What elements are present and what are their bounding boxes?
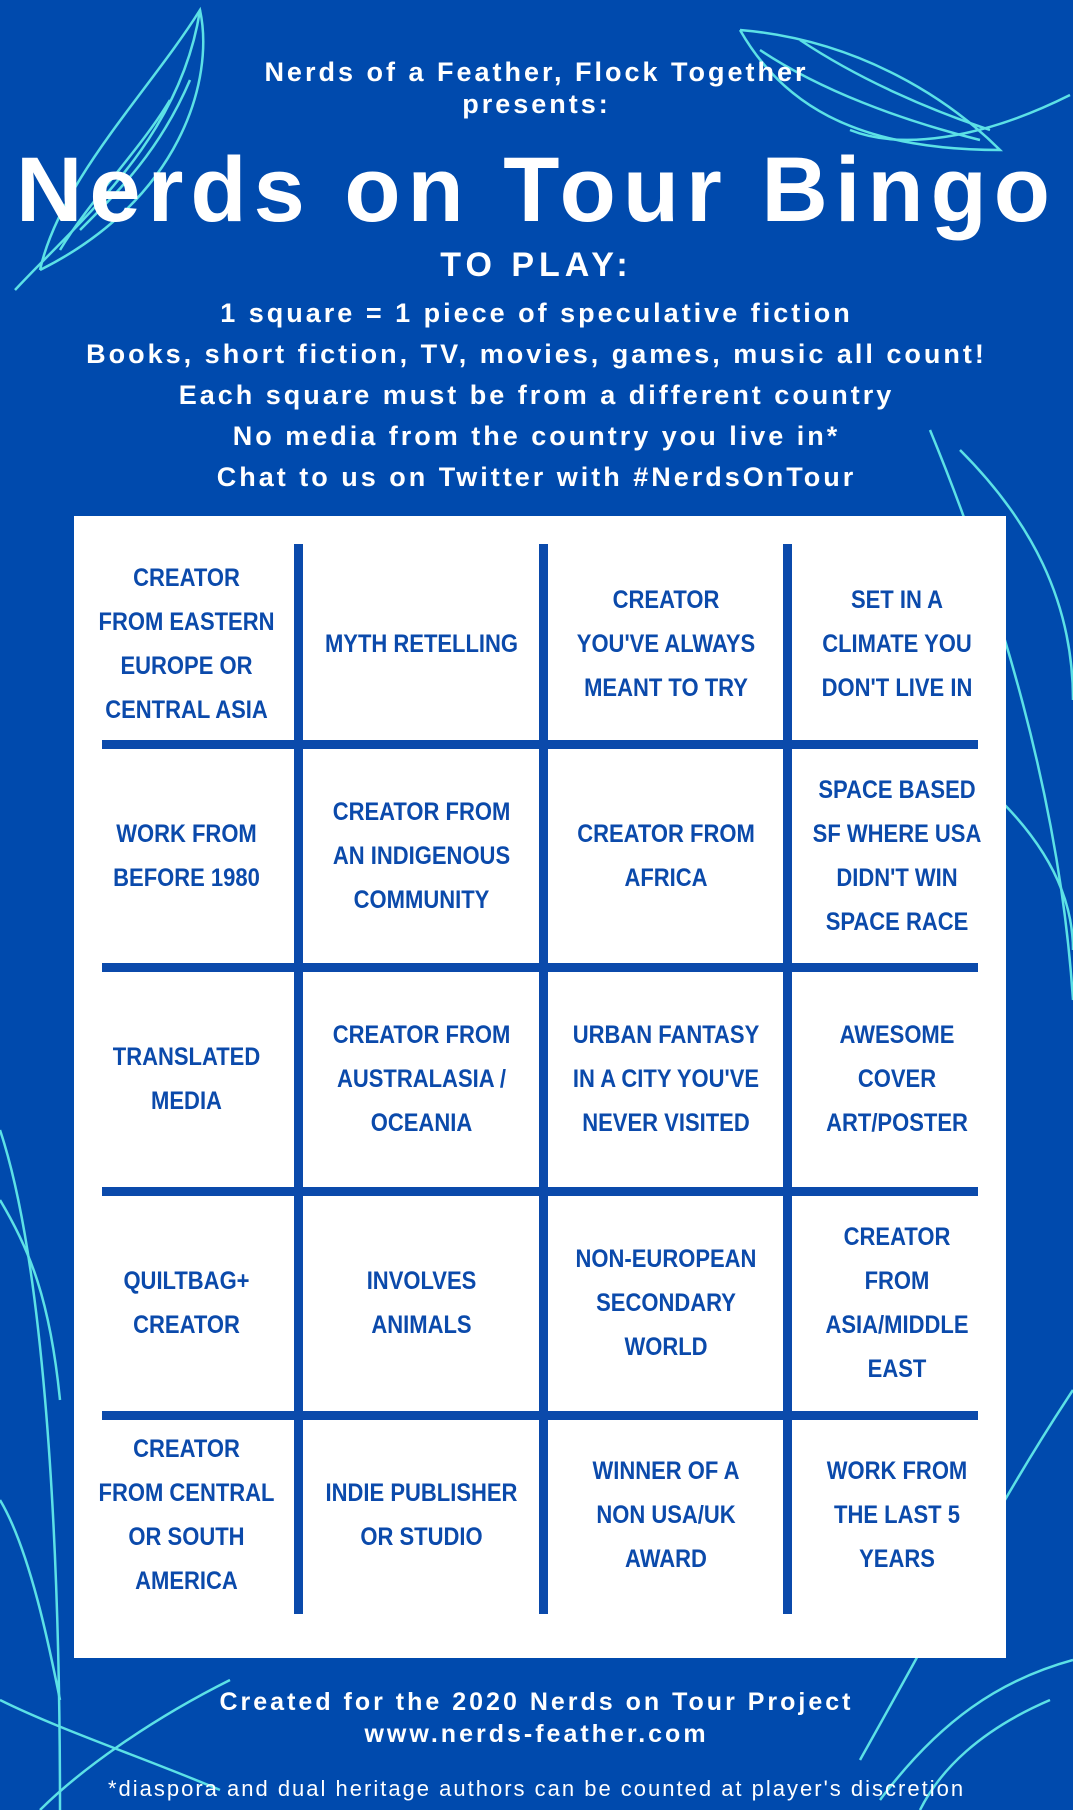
- website-link[interactable]: www.nerds-feather.com: [364, 1720, 709, 1748]
- bingo-square[interactable]: Work from the last 5 years: [826, 1456, 968, 1573]
- rule-4: No media from the country you live in*: [232, 421, 841, 451]
- grid-line-horizontal: [102, 963, 978, 972]
- bingo-square[interactable]: Work from before 1980: [113, 819, 260, 892]
- bingo-square[interactable]: Creator you've always meant to try: [576, 586, 756, 702]
- grid-line-vertical: [783, 544, 792, 1614]
- bingo-square[interactable]: Non-European secondary world: [575, 1245, 757, 1361]
- rule-1: 1 square = 1 piece of speculative fictio…: [220, 298, 853, 328]
- bingo-square[interactable]: Awesome cover art/poster: [826, 1021, 968, 1137]
- presenter-text: Nerds of a Feather, Flock Together prese…: [0, 56, 1073, 120]
- bingo-square[interactable]: QUILTBAG+ creator: [123, 1267, 250, 1339]
- bingo-card: Creator from Eastern Europe or Central A…: [74, 516, 1006, 1658]
- bingo-square[interactable]: Creator from an Indigenous community: [332, 797, 511, 914]
- to-play-heading: TO PLAY:: [440, 246, 633, 284]
- bingo-square[interactable]: Creator from Central or South America: [98, 1434, 275, 1595]
- grid-line-horizontal: [102, 740, 978, 749]
- grid-line-vertical: [294, 544, 303, 1614]
- bingo-square[interactable]: Involves animals: [366, 1267, 477, 1339]
- footnote: *diaspora and dual heritage authors can …: [107, 1776, 966, 1801]
- created-for-text: Created for the 2020 Nerds on Tour Proje…: [219, 1688, 854, 1716]
- bingo-square[interactable]: Space based SF where USA didn't win spac…: [812, 775, 982, 936]
- bingo-square[interactable]: Winner of a non USA/UK award: [592, 1456, 740, 1573]
- bingo-square[interactable]: Translated media: [112, 1043, 261, 1115]
- bingo-square[interactable]: Urban fantasy in a city you've never vis…: [572, 1021, 760, 1137]
- presenter-name: Nerds of a Feather, Flock Together: [264, 57, 809, 87]
- bingo-square[interactable]: Set in a climate you don't live in: [821, 586, 973, 702]
- grid-line-horizontal: [102, 1411, 978, 1420]
- grid-line-horizontal: [102, 1187, 978, 1196]
- bingo-square[interactable]: Creator from Eastern Europe or Central A…: [98, 564, 275, 724]
- bingo-square[interactable]: Myth retelling: [324, 630, 519, 658]
- bingo-square[interactable]: Indie publisher or studio: [325, 1478, 518, 1551]
- bingo-square[interactable]: Creator from Africa: [577, 819, 755, 892]
- page-title: Nerds on Tour Bingo: [15, 139, 1057, 241]
- bingo-square[interactable]: Creator from Australasia / Oceania: [332, 1021, 511, 1137]
- rule-2: Books, short fiction, TV, movies, games,…: [86, 339, 987, 369]
- grid-line-vertical: [539, 544, 548, 1614]
- rule-5: Chat to us on Twitter with #NerdsOnTour: [216, 462, 857, 492]
- bingo-square[interactable]: Creator from Asia/Middle East: [825, 1223, 969, 1383]
- rule-3: Each square must be from a different cou…: [178, 380, 895, 410]
- presents-label: presents:: [462, 89, 611, 119]
